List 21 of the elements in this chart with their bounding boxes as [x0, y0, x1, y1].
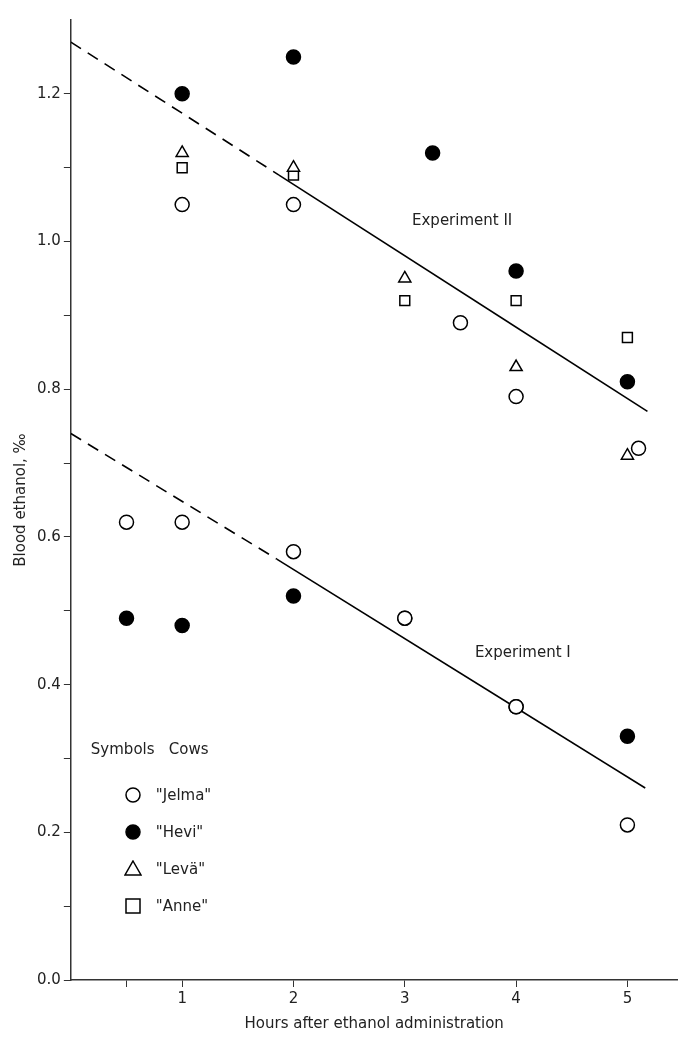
y-tick-label: 0.0 [37, 969, 61, 988]
x-tick-label: 1 [177, 988, 187, 1007]
annotation: Experiment II [411, 211, 513, 230]
legend-label: "Levä" [155, 859, 206, 878]
x-tick-label: 3 [400, 988, 410, 1007]
x-tick-label: 4 [511, 988, 521, 1007]
legend-label: "Anne" [155, 896, 209, 915]
legend-title: Symbols Cows [90, 740, 210, 758]
x-tick-label: 2 [288, 988, 299, 1007]
y-tick-label: 1.0 [37, 231, 61, 250]
annotation: Experiment I [474, 643, 571, 662]
legend-label: "Hevi" [155, 822, 204, 841]
x-axis-title: Hours after ethanol administration [244, 1013, 504, 1032]
legend-label: "Jelma" [155, 785, 212, 804]
y-tick-label: 0.2 [37, 822, 61, 841]
y-tick-label: 0.6 [37, 526, 61, 545]
y-tick-label: 0.4 [37, 674, 61, 693]
y-tick-label: 0.8 [37, 379, 61, 398]
y-tick-label: 1.2 [37, 83, 61, 102]
y-axis-title: Blood ethanol, ‰ [10, 433, 29, 567]
x-tick-label: 5 [622, 988, 633, 1007]
